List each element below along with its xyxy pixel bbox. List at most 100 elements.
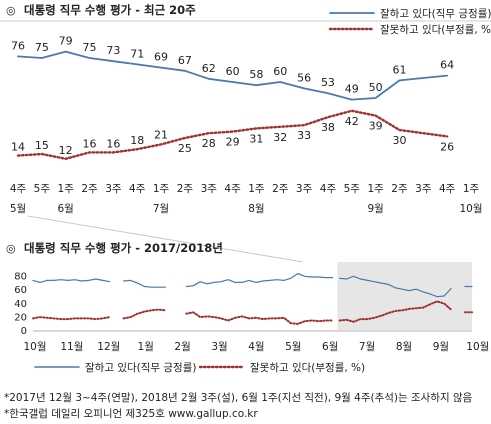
chart1-x-tick-month: 5월	[10, 203, 26, 215]
chart2-y-tick-label: 20	[14, 312, 27, 323]
chart1-x-tick-week: 4주	[439, 183, 456, 195]
chart2-title-mark: ◎	[6, 242, 16, 255]
chart1-x-tick-month: 8월	[248, 203, 264, 215]
chart1-data-label: 61	[392, 63, 406, 76]
chart-canvas: ◎ 대통령 직무 수행 평가 - 최근 20주 잘하고 있다(직무 긍정률)잘못하고…	[0, 3, 491, 374]
chart1-data-label: 69	[154, 51, 168, 64]
chart1-data-label: 15	[35, 139, 49, 152]
chart1-data-label: 42	[345, 115, 359, 128]
chart1-x-tick-week: 3주	[415, 183, 432, 195]
chart1-data-label: 50	[369, 81, 383, 94]
chart2-series-segment-1	[32, 316, 111, 321]
chart1-data-label: 18	[130, 134, 144, 147]
chart1-data-label: 75	[83, 41, 97, 54]
chart1-data-label: 64	[440, 59, 454, 72]
chart1-data-label: 71	[130, 47, 144, 60]
chart1-title-mark: ◎	[6, 4, 16, 17]
chart2-y-tick-label: 80	[14, 272, 27, 283]
chart1-data-label: 75	[35, 41, 49, 54]
chart1-data-label: 53	[321, 76, 335, 89]
chart1-x-tick-week: 5주	[34, 183, 51, 195]
chart2-x-month-label: 10월	[23, 341, 46, 353]
chart2-x-month-label: 10월	[466, 341, 489, 353]
chart1-x-tick-week: 1주	[58, 183, 75, 195]
chart1-data-label: 73	[106, 44, 120, 57]
chart1-data-label: 21	[154, 128, 168, 141]
chart2-x-month-label: 9월	[433, 341, 449, 353]
chart1-legend-label-1: 잘못하고 있다(부정률, %)	[380, 23, 491, 36]
chart2-series-segment-0	[123, 279, 166, 288]
chart1-x-tick-week: 1주	[153, 183, 170, 195]
chart1-x-tick-month: 7월	[153, 203, 169, 215]
chart1-data-label: 49	[345, 83, 359, 96]
chart2-series-segment-1	[122, 308, 167, 320]
chart1-x-tick-week: 2주	[272, 183, 289, 195]
footnote-source: *한국갤럽 데일리 오피니언 제325호 www.gallup.co.kr	[4, 408, 258, 420]
chart1-legend-label-0: 잘하고 있다(직무 긍정률)	[380, 7, 491, 20]
chart1-data-label: 29	[226, 136, 240, 149]
chart1-data-label: 58	[249, 68, 263, 81]
chart1-data-label: 76	[11, 39, 25, 52]
chart1-x-tick-week: 3주	[296, 183, 313, 195]
chart2-x-month-label: 8월	[396, 341, 412, 353]
chart1-data-label: 16	[83, 137, 97, 150]
chart1-data-label: 28	[202, 137, 216, 150]
chart2-series-segment-1	[338, 300, 453, 323]
chart1-series-line-1	[16, 109, 449, 160]
chart1-data-label: 79	[59, 35, 73, 48]
chart1-x-tick-week: 1주	[463, 183, 480, 195]
chart1-data-label: 26	[440, 140, 454, 153]
chart2-x-month-label: 1월	[138, 341, 154, 353]
chart1-x-tick-week: 4주	[129, 183, 146, 195]
chart1-x-tick-month: 10월	[459, 203, 482, 215]
chart2-series-segment-1	[185, 311, 334, 325]
chart2-title: 대통령 직무 수행 평가 - 2017/2018년	[24, 241, 223, 255]
chart1-x-tick-week: 5주	[344, 183, 361, 195]
chart2-legend-label-0: 잘하고 있다(직무 긍정률)	[85, 361, 196, 374]
chart1-data-label: 30	[392, 134, 406, 147]
chart2-series-segment-0	[339, 275, 452, 298]
chart1-x-tick-week: 4주	[320, 183, 337, 195]
chart2-legend-label-1: 잘못하고 있다(부정률, %)	[250, 361, 365, 374]
zoom-connector-line	[27, 215, 304, 263]
chart2-y-tick-label: 40	[14, 299, 27, 310]
chart1-x-tick-week: 4주	[10, 183, 27, 195]
chart1-data-label: 33	[297, 129, 311, 142]
chart1-x-tick-month: 6월	[58, 203, 74, 215]
chart2-x-month-label: 6월	[322, 341, 338, 353]
chart2-x-month-label: 7월	[359, 341, 375, 353]
chart2-x-month-label: 2월	[174, 341, 190, 353]
chart2-x-month-label: 12월	[97, 341, 120, 353]
chart1-data-label: 12	[59, 144, 73, 157]
chart1-series-line-0	[17, 50, 449, 101]
chart1-data-label: 39	[369, 120, 383, 133]
chart1-data-label: 38	[321, 121, 335, 134]
footnote-survey-gaps: *2017년 12월 3~4주(연말), 2018년 2월 3주(설), 6월 …	[4, 392, 473, 404]
chart1-data-label: 60	[273, 65, 287, 78]
chart1-data-label: 32	[273, 131, 287, 144]
chart1-x-tick-week: 2주	[81, 183, 98, 195]
chart2-x-month-label: 11월	[60, 341, 83, 353]
chart2-x-month-label: 3월	[211, 341, 227, 353]
chart2-x-month-label: 4월	[248, 341, 264, 353]
chart1-x-tick-week: 3주	[201, 183, 218, 195]
chart2-series-segment-0	[185, 273, 334, 288]
chart2-y-tick-label: 60	[14, 285, 27, 296]
chart2-series-segment-0	[32, 278, 111, 283]
chart1-x-tick-month: 9월	[367, 203, 383, 215]
footnotes: *2017년 12월 3~4주(연말), 2018년 2월 3주(설), 6월 …	[4, 390, 490, 422]
chart1-x-tick-week: 4주	[224, 183, 241, 195]
chart1-data-label: 31	[249, 132, 263, 145]
chart1-data-label: 25	[178, 142, 192, 155]
chart1-x-tick-week: 2주	[177, 183, 194, 195]
chart2-y-tick-label: 0	[21, 326, 27, 337]
chart1-data-label: 62	[202, 62, 216, 75]
chart1-x-tick-week: 3주	[105, 183, 122, 195]
chart1-data-label: 16	[106, 137, 120, 150]
chart1-data-label: 67	[178, 54, 192, 67]
chart1-title: 대통령 직무 수행 평가 - 최근 20주	[24, 3, 196, 17]
chart1-x-tick-week: 1주	[248, 183, 265, 195]
chart2-x-month-label: 5월	[285, 341, 301, 353]
chart1-data-label: 60	[226, 65, 240, 78]
chart1-x-tick-week: 1주	[367, 183, 384, 195]
